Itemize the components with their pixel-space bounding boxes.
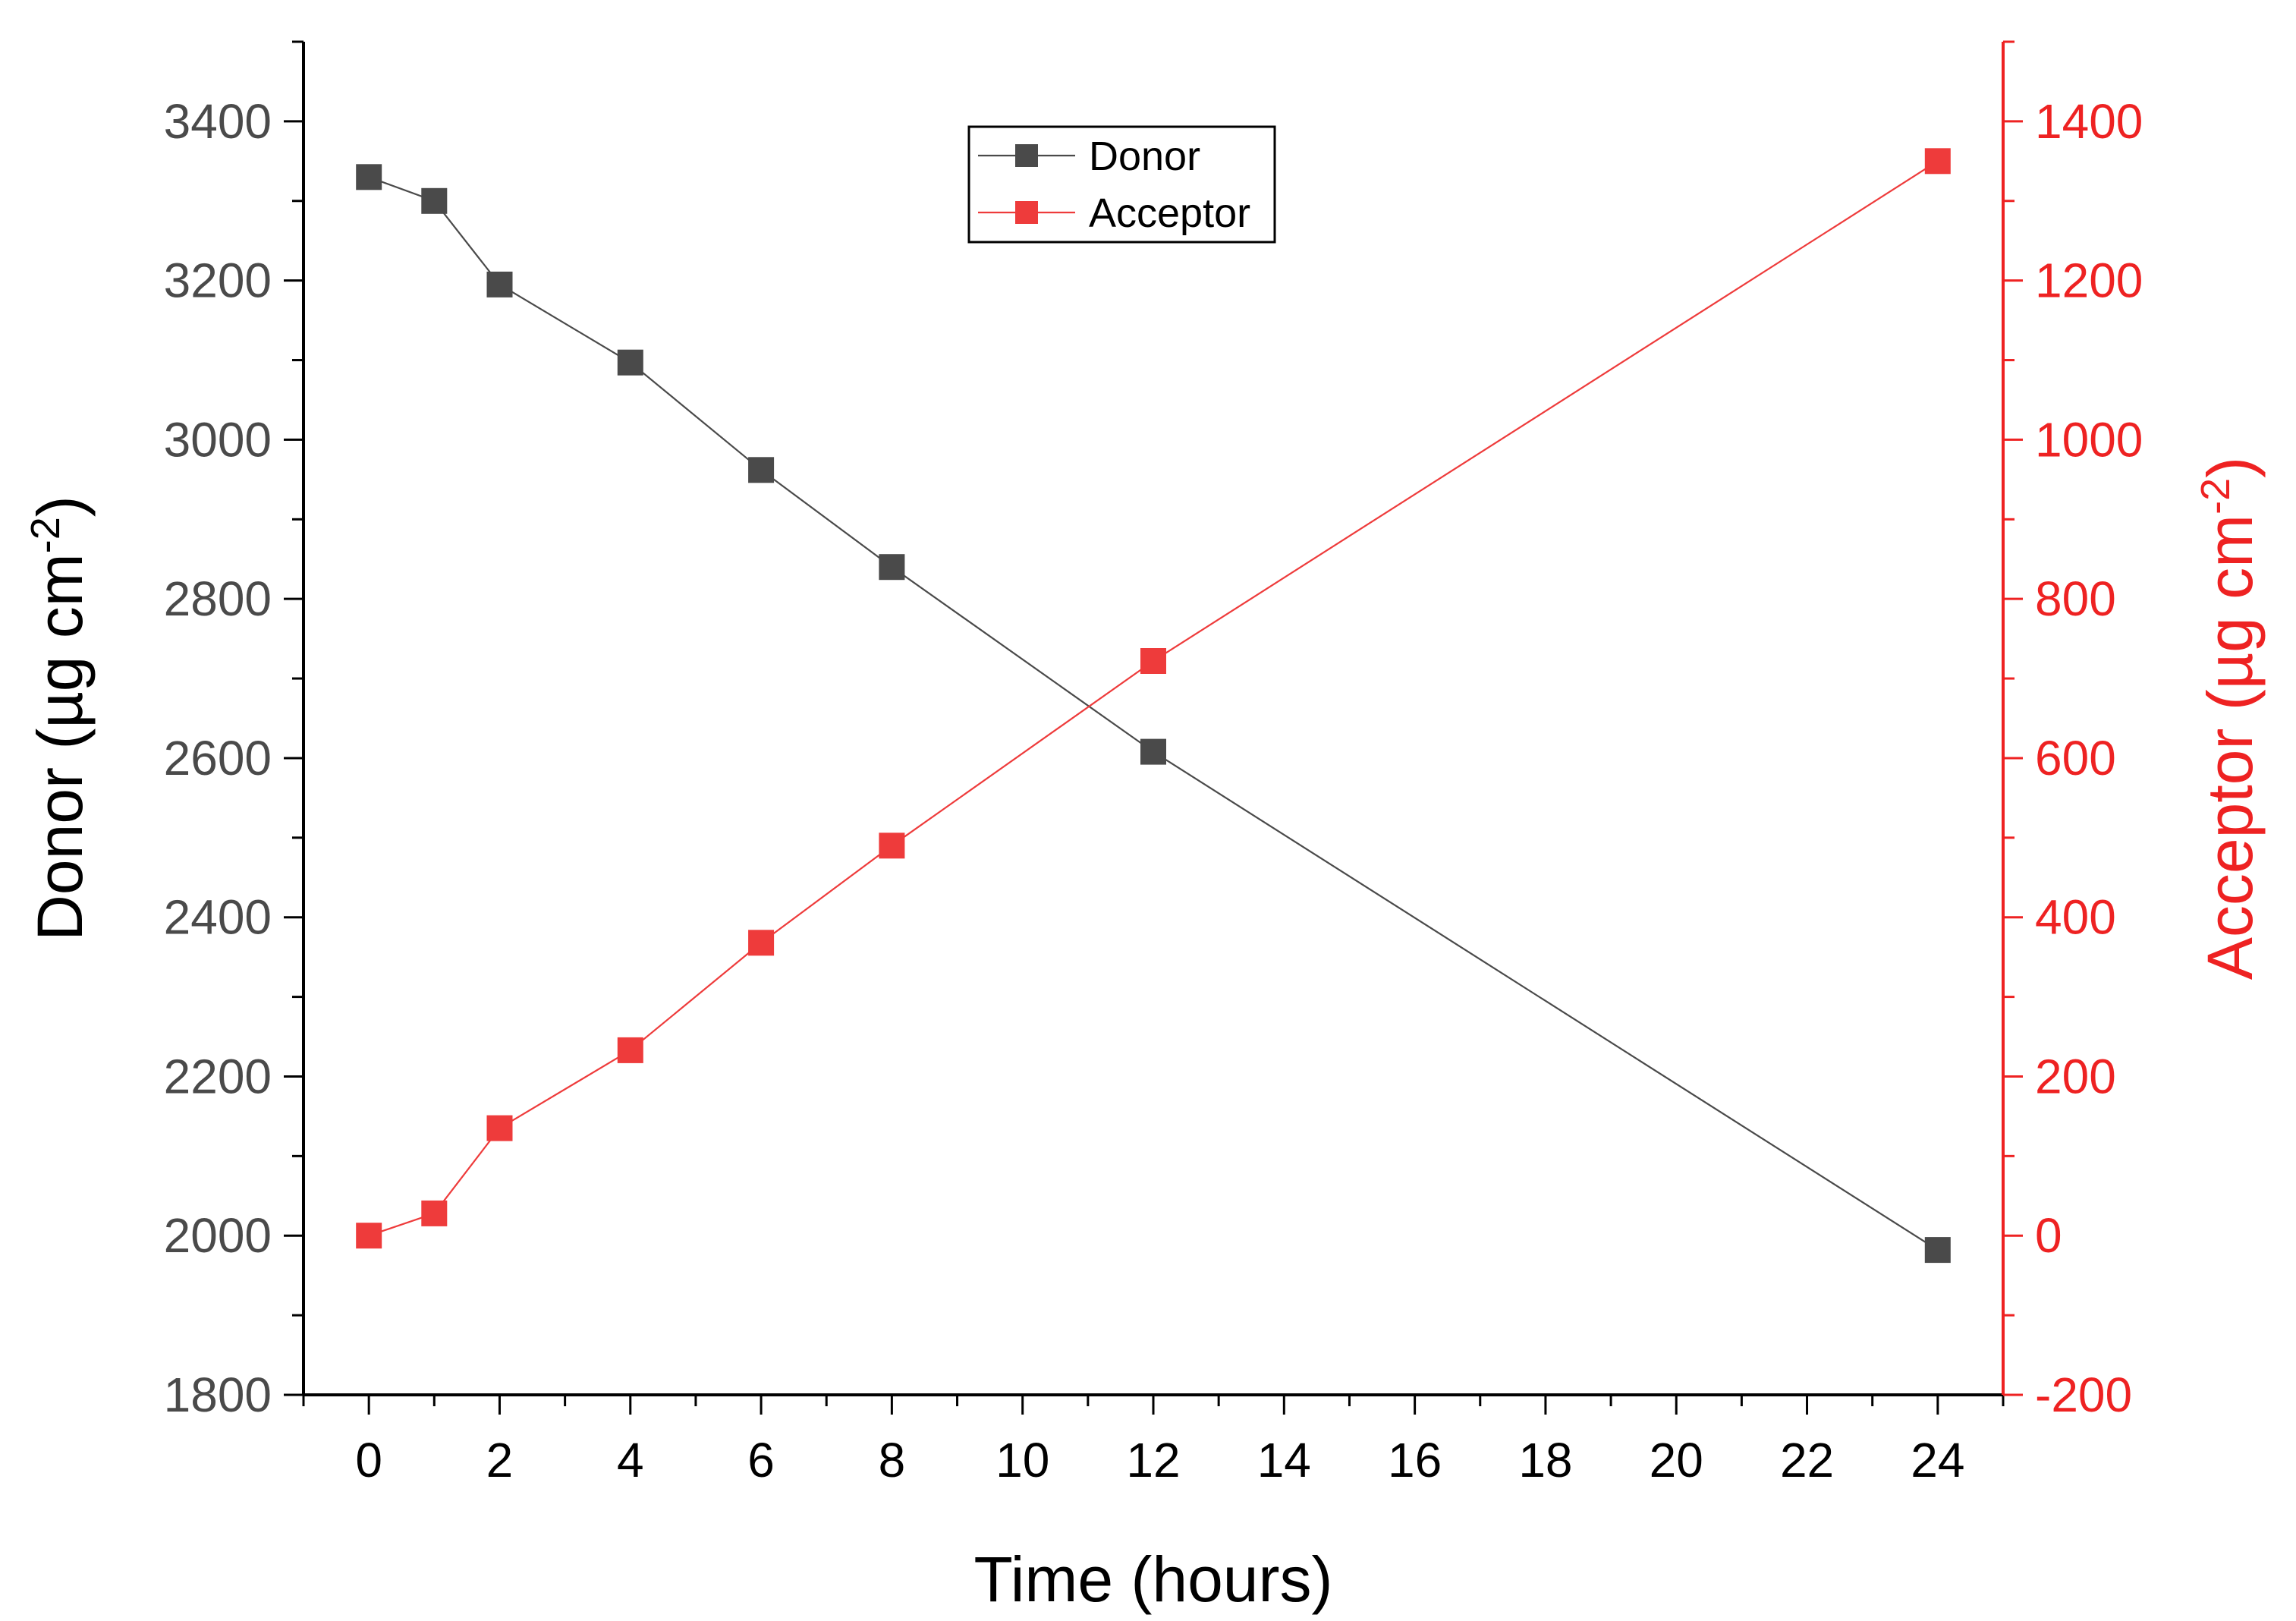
donor-point-8 [879,554,905,581]
donor-point-0 [356,164,382,190]
series-layer [356,148,1951,1264]
donor-point-6 [748,457,775,483]
legend-label-acceptor: Acceptor [1089,190,1250,236]
right-y-axis-title-sup: -2 [2193,478,2238,515]
x-tick-label-0: 0 [355,1433,382,1487]
right-y-tick-label-800: 800 [2035,571,2116,626]
left-y-tick-label-2000: 2000 [164,1208,272,1263]
donor-point-1 [421,187,448,214]
donor-point-2 [486,271,513,297]
right-y-tick-label-600: 600 [2035,731,2116,785]
acceptor-point-4 [617,1037,643,1063]
x-tick-label-10: 10 [995,1433,1049,1487]
left-y-tick-label-3000: 3000 [164,412,272,467]
left-y-tick-label-2800: 2800 [164,571,272,626]
legend-label-donor: Donor [1089,134,1200,179]
legend-marker-acceptor [1015,201,1038,224]
acceptor-point-12 [1140,648,1166,674]
left-y-axis-title-end: ) [24,496,96,517]
left-y-axis-title-main: Donor (µg cm [24,553,96,941]
right-y-axis-title-main: Acceptor (µg cm [2194,515,2266,980]
right-y-tick-label--200: -200 [2035,1368,2132,1422]
x-axis-title: Time (hours) [974,1544,1333,1615]
acceptor-point-0 [356,1223,382,1249]
right-y-tick-label-400: 400 [2035,890,2116,945]
acceptor-point-2 [486,1115,513,1141]
chart-legend: Donor Acceptor [967,125,1276,244]
acceptor-point-1 [421,1200,448,1226]
x-tick-label-24: 24 [1911,1433,1964,1487]
left-y-tick-label-3400: 3400 [164,94,272,149]
donor-series-line [368,176,1939,1251]
acceptor-point-24 [1924,148,1951,175]
left-y-tick-label-3200: 3200 [164,253,272,308]
right-y-tick-label-1200: 1200 [2035,253,2143,308]
right-y-tick-label-1400: 1400 [2035,94,2143,149]
right-y-axis-title-end: ) [2194,457,2266,478]
donor-point-12 [1140,738,1166,765]
acceptor-point-8 [879,833,905,859]
x-tick-label-22: 22 [1780,1433,1834,1487]
left-y-axis-title: Donor (µg cm-2) [23,496,96,941]
x-tick-label-2: 2 [486,1433,514,1487]
x-tick-label-12: 12 [1126,1433,1180,1487]
donor-point-4 [617,349,643,376]
acceptor-series-line [368,160,1939,1237]
x-tick-label-6: 6 [747,1433,775,1487]
right-y-tick-label-0: 0 [2035,1208,2062,1263]
left-y-axis-title-sup: -2 [23,517,68,553]
x-tick-label-14: 14 [1257,1433,1311,1487]
legend-marker-donor [1015,144,1038,167]
acceptor-point-6 [748,930,775,956]
donor-point-24 [1924,1237,1951,1264]
x-tick-label-18: 18 [1518,1433,1572,1487]
x-tick-label-8: 8 [879,1433,906,1487]
right-y-tick-label-1000: 1000 [2035,412,2143,467]
x-tick-label-16: 16 [1388,1433,1442,1487]
x-tick-label-20: 20 [1650,1433,1703,1487]
left-y-tick-label-1800: 1800 [164,1368,272,1422]
right-y-axis-title: Acceptor (µg cm-2) [2193,457,2266,980]
left-y-tick-label-2600: 2600 [164,731,272,785]
left-y-tick-label-2400: 2400 [164,890,272,945]
left-y-tick-label-2200: 2200 [164,1049,272,1103]
x-tick-label-4: 4 [617,1433,644,1487]
right-y-tick-label-200: 200 [2035,1049,2116,1103]
